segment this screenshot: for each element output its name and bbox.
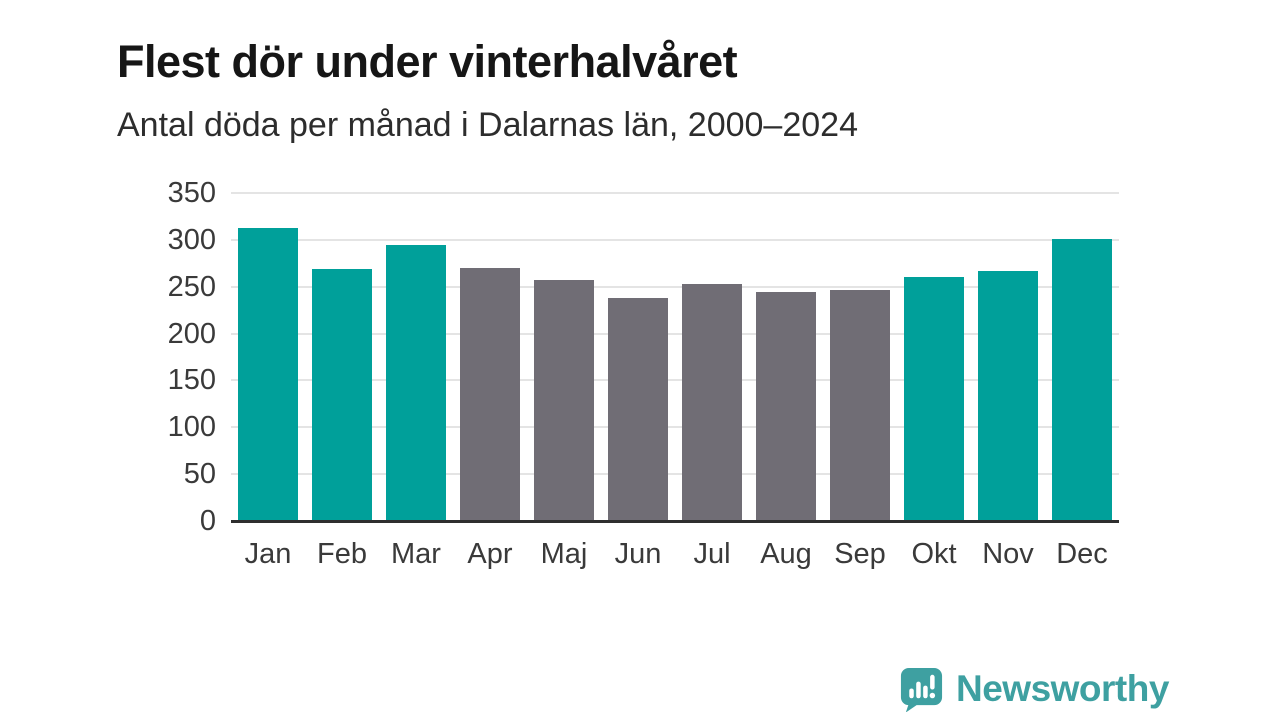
bar-slot-sep — [823, 193, 897, 521]
bar-slot-apr — [453, 193, 527, 521]
x-tick-jul: Jul — [693, 538, 731, 570]
gridline-250 — [231, 285, 1119, 288]
bar-slot-jul — [675, 193, 749, 521]
bar-jul — [681, 283, 743, 521]
gridline-100 — [231, 426, 1119, 429]
bars — [231, 193, 1119, 521]
x-tick-aug: Aug — [760, 538, 812, 570]
x-tick-maj: Maj — [540, 538, 588, 570]
bar-slot-dec — [1045, 193, 1119, 521]
plot-area — [231, 192, 1119, 523]
chart-subtitle: Antal döda per månad i Dalarnas län, 200… — [117, 106, 858, 144]
bar-sep — [829, 289, 891, 521]
gridline-200 — [231, 332, 1119, 335]
y-tick-0: 0 — [199, 505, 216, 537]
x-tick-apr: Apr — [467, 538, 513, 570]
brand-name: Newsworthy — [956, 667, 1169, 709]
gridline-150 — [231, 379, 1119, 382]
y-tick-300: 300 — [167, 223, 216, 256]
y-axis-tick-labels: 0 50 100 150 200 250 300 350 — [148, 177, 216, 537]
newsworthy-logo-icon — [900, 667, 943, 712]
x-tick-jan: Jan — [244, 538, 292, 570]
bar-nov — [977, 270, 1039, 521]
gridline-50 — [231, 473, 1119, 476]
bar-maj — [533, 280, 595, 521]
x-tick-jun: Jun — [614, 538, 662, 570]
x-axis-tick-labels: Jan Feb Mar Apr Maj Jun Jul Aug Sep Okt Nov Dec — [231, 538, 1119, 571]
x-tick-sep: Sep — [834, 538, 886, 570]
bar-slot-feb — [305, 193, 379, 521]
bar-slot-okt — [897, 193, 971, 521]
bar-dec — [1051, 238, 1113, 521]
bar-apr — [459, 267, 521, 521]
bar-slot-jun — [601, 193, 675, 521]
x-tick-feb: Feb — [317, 538, 367, 570]
bar-jun — [607, 297, 669, 521]
y-tick-200: 200 — [167, 317, 216, 350]
bar-okt — [903, 277, 965, 521]
bar-slot-aug — [749, 193, 823, 521]
y-tick-250: 250 — [167, 270, 216, 303]
y-tick-100: 100 — [167, 411, 216, 444]
x-tick-mar: Mar — [391, 538, 441, 570]
bar-jan — [237, 227, 299, 521]
bar-aug — [755, 292, 817, 521]
y-tick-50: 50 — [183, 458, 216, 491]
gridline-300 — [231, 238, 1119, 241]
bar-slot-mar — [379, 193, 453, 521]
bar-feb — [311, 268, 373, 521]
x-axis-line — [231, 520, 1119, 523]
y-tick-150: 150 — [167, 364, 216, 397]
gridline-350 — [231, 192, 1119, 194]
chart-title: Flest dör under vinterhalvåret — [117, 36, 738, 88]
bar-mar — [385, 244, 447, 521]
bar-slot-maj — [527, 193, 601, 521]
y-tick-350: 350 — [167, 177, 216, 209]
bar-slot-nov — [971, 193, 1045, 521]
x-tick-nov: Nov — [982, 538, 1034, 570]
brand-footer: Newsworthy — [898, 665, 1169, 712]
bar-slot-jan — [231, 193, 305, 521]
x-tick-dec: Dec — [1056, 538, 1108, 570]
x-tick-okt: Okt — [911, 538, 957, 570]
